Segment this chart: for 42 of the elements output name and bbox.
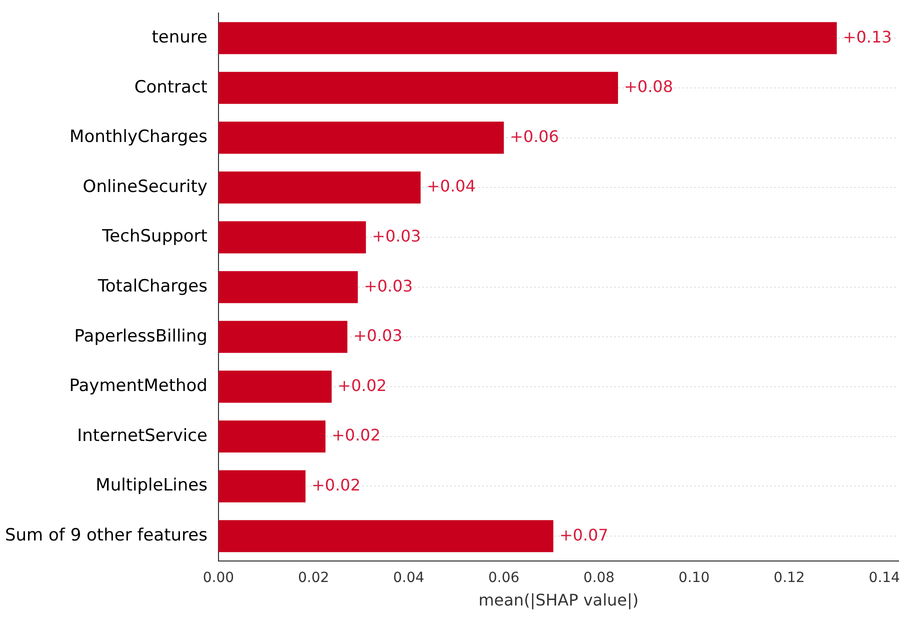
y-tick-label: PaperlessBilling <box>74 326 208 346</box>
y-tick-label: Contract <box>134 77 208 98</box>
x-tick-label: 0.06 <box>488 570 520 586</box>
y-tick-label: MultipleLines <box>96 476 208 496</box>
bar <box>218 171 421 204</box>
data-label: +0.06 <box>510 126 559 146</box>
data-label: +0.13 <box>842 27 892 46</box>
y-tick-label: InternetService <box>77 426 208 446</box>
data-label: +0.02 <box>331 426 381 445</box>
bar <box>218 470 306 502</box>
y-tick-label: TechSupport <box>101 226 208 247</box>
y-tick-label: MonthlyCharges <box>70 127 208 148</box>
data-label: +0.03 <box>372 226 421 246</box>
y-tick-label: TotalCharges <box>96 276 208 297</box>
x-tick-label: 0.10 <box>678 570 710 586</box>
x-tick-label: 0.00 <box>202 570 234 586</box>
bar <box>218 320 348 353</box>
data-label: +0.04 <box>426 176 476 196</box>
bar <box>218 72 618 104</box>
x-tick-label: 0.14 <box>868 570 900 586</box>
data-label: +0.02 <box>312 475 361 494</box>
x-tick-label: 0.04 <box>393 570 424 586</box>
y-tick-label: OnlineSecurity <box>82 176 208 197</box>
bar <box>218 122 504 154</box>
bar <box>218 22 837 54</box>
bar <box>218 420 326 453</box>
data-label: +0.07 <box>559 525 608 544</box>
bar <box>218 221 366 254</box>
y-tick-label: Sum of 9 other features <box>4 526 208 546</box>
y-tick-label: PaymentMethod <box>69 376 208 396</box>
x-tick-label: 0.02 <box>298 570 330 586</box>
bar <box>218 520 554 552</box>
data-label: +0.03 <box>364 276 413 296</box>
x-axis-title: mean(|SHAP value|) <box>478 590 639 610</box>
bar <box>218 370 332 403</box>
x-tick-label: 0.08 <box>583 570 615 586</box>
data-label: +0.02 <box>338 376 387 395</box>
data-label: +0.08 <box>624 77 674 96</box>
x-tick-label: 0.12 <box>774 570 805 586</box>
bar <box>218 271 358 304</box>
y-tick-label: tenure <box>152 28 208 48</box>
data-label: +0.03 <box>353 326 402 346</box>
